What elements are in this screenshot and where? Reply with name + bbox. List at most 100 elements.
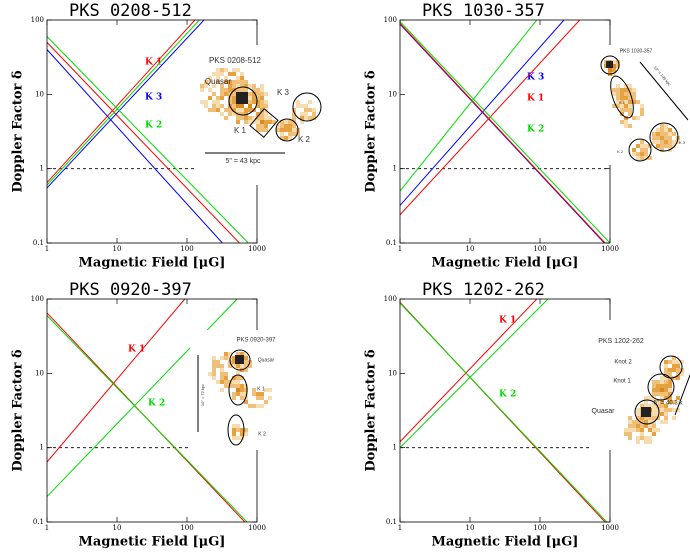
inset-pixel: [644, 396, 648, 400]
y-tick-label: 10: [388, 369, 397, 377]
x-axis-label: Magnetic Field [μG]: [432, 256, 579, 271]
inset-pixel: [300, 104, 304, 108]
inset-pixel: [668, 360, 672, 364]
inset-pixel: [220, 372, 224, 376]
inset-pixel: [216, 96, 220, 100]
inset-pixel: [232, 376, 236, 380]
series-label: K 3: [527, 73, 544, 83]
inset-pixel: [232, 72, 236, 76]
inset-pixel: [244, 392, 248, 396]
inset-pixel: [288, 132, 292, 136]
inset-pixel: [620, 92, 624, 96]
inset-pixel: [652, 384, 656, 388]
inset-pixel: [212, 108, 216, 112]
inset-pixel: [268, 120, 272, 124]
inset-pixel: [272, 120, 276, 124]
inset-core: [606, 61, 613, 68]
inset-pixel: [612, 92, 616, 96]
inset-pixel: [636, 428, 640, 432]
inset-pixel: [672, 408, 676, 412]
inset-pixel: [260, 108, 264, 112]
inset-pixel: [672, 360, 676, 364]
inset-pixel: [612, 104, 616, 108]
inset-pixel: [676, 372, 680, 376]
chart-title: PKS 0920-397: [69, 280, 192, 300]
series-line: [47, 299, 186, 463]
inset-pixel: [212, 72, 216, 76]
inset-pixel: [640, 436, 644, 440]
inset-pixel: [212, 364, 216, 368]
x-tick-label: 1000: [248, 524, 266, 532]
inset-pixel: [668, 136, 672, 140]
inset-pixel: [648, 404, 652, 408]
inset-pixel: [252, 392, 256, 396]
y-tick-label: 10: [388, 90, 397, 98]
inset-pixel: [624, 100, 628, 104]
series-line: [47, 20, 205, 189]
inset-pixel: [628, 424, 632, 428]
inset-pixel: [236, 104, 240, 108]
inset-pixel: [264, 100, 268, 104]
inset-pixel: [224, 380, 228, 384]
inset-pixel: [284, 124, 288, 128]
inset-pixel: [296, 132, 300, 136]
inset-pixel: [652, 140, 656, 144]
inset-pixel: [628, 420, 632, 424]
inset-pixel: [648, 424, 652, 428]
inset-pixel: [244, 432, 248, 436]
inset-pixel: [664, 128, 668, 132]
inset-label: K 3: [277, 88, 290, 97]
inset-pixel: [676, 396, 680, 400]
inset-pixel: [208, 96, 212, 100]
inset-label: Knot 1: [613, 379, 631, 385]
series-label: K 2: [499, 390, 516, 400]
inset-pixel: [300, 116, 304, 120]
inset-pixel: [660, 376, 664, 380]
inset-pixel: [672, 364, 676, 368]
inset-pixel: [208, 76, 212, 80]
inset-pixel: [620, 88, 624, 92]
inset-pixel: [256, 120, 260, 124]
inset-label: K 1: [257, 386, 265, 392]
inset-pixel: [624, 104, 628, 108]
inset-pixel: [676, 140, 680, 144]
inset-pixel: [652, 432, 656, 436]
inset-pixel: [220, 84, 224, 88]
inset-pixel: [668, 128, 672, 132]
inset-pixel: [648, 420, 652, 424]
inset-pixel: [252, 96, 256, 100]
inset-pixel: [256, 92, 260, 96]
inset-label: PKS 1030-357: [620, 48, 653, 54]
series-line: [400, 299, 538, 443]
inset-pixel: [652, 416, 656, 420]
inset-pixel: [264, 92, 268, 96]
inset-pixel: [216, 360, 220, 364]
x-tick-label: 10: [466, 524, 475, 532]
inset-pixel: [280, 128, 284, 132]
inset-pixel: [260, 100, 264, 104]
inset-pixel: [644, 440, 648, 444]
inset-pixel: [628, 416, 632, 420]
x-tick-label: 10: [466, 245, 475, 253]
inset-pixel: [628, 108, 632, 112]
inset-pixel: [664, 384, 668, 388]
panel: PKS 1202-262 Magnetic Field [μG] Doppler F…: [364, 280, 619, 550]
chart-title: PKS 1030-357: [422, 1, 545, 21]
inset-pixel: [252, 88, 256, 92]
inset-pixel: [260, 128, 264, 132]
inset-pixel: [660, 136, 664, 140]
inset-pixel: [628, 88, 632, 92]
inset-pixel: [232, 424, 236, 428]
inset-pixel: [620, 104, 624, 108]
inset-pixel: [656, 428, 660, 432]
inset-pixel: [660, 140, 664, 144]
inset-pixel: [264, 388, 268, 392]
inset-pixel: [232, 380, 236, 384]
x-tick-label: 1: [45, 524, 49, 532]
inset-pixel: [672, 368, 676, 372]
y-axis-label: Doppler Factor δ: [364, 349, 379, 472]
x-axis-label: Magnetic Field [μG]: [79, 256, 226, 271]
inset-pixel: [652, 392, 656, 396]
inset-pixel: [236, 364, 240, 368]
inset-pixel: [664, 404, 668, 408]
